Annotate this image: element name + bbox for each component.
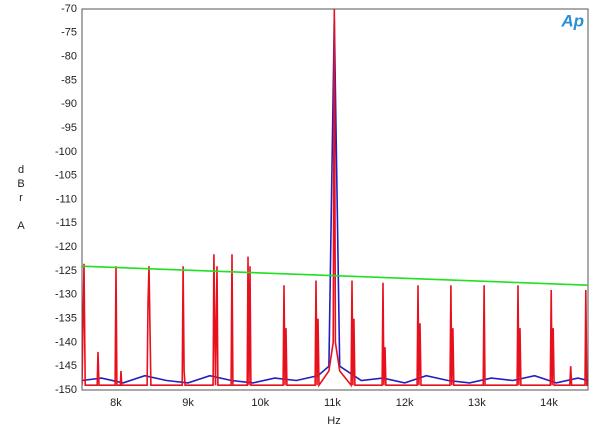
y-axis-label: dBr A bbox=[15, 164, 27, 234]
y-tick-label: -130 bbox=[55, 289, 77, 301]
y-tick-label: -85 bbox=[61, 74, 77, 86]
y-tick-label: -135 bbox=[55, 312, 77, 324]
x-tick-label: 12k bbox=[396, 397, 414, 409]
y-tick-label: -125 bbox=[55, 265, 77, 277]
y-tick-label: -90 bbox=[61, 98, 77, 110]
y-tick-label: -100 bbox=[55, 146, 77, 158]
series-line bbox=[82, 9, 588, 388]
x-axis-label: Hz bbox=[327, 415, 340, 427]
y-tick-label: -80 bbox=[61, 51, 77, 63]
x-tick-label: 8k bbox=[110, 397, 122, 409]
x-tick-label: 11k bbox=[324, 397, 341, 409]
logo: Ap bbox=[560, 11, 584, 30]
y-tick-label: -120 bbox=[55, 241, 77, 253]
y-tick-label: -150 bbox=[55, 384, 77, 396]
y-tick-label: -115 bbox=[56, 217, 77, 229]
y-tick-label: -140 bbox=[55, 336, 77, 348]
x-tick-label: 14k bbox=[540, 397, 558, 409]
series-line bbox=[82, 265, 588, 286]
x-tick-label: 9k bbox=[182, 397, 194, 409]
y-tick-label: -145 bbox=[55, 360, 77, 372]
y-tick-label: -75 bbox=[61, 27, 77, 39]
y-tick-label: -95 bbox=[61, 122, 77, 134]
x-tick-label: 13k bbox=[468, 397, 486, 409]
y-tick-label: -105 bbox=[55, 170, 77, 182]
y-tick-label: -70 bbox=[61, 3, 77, 15]
x-tick-label: 10k bbox=[251, 397, 269, 409]
y-tick-label: -110 bbox=[56, 193, 77, 205]
